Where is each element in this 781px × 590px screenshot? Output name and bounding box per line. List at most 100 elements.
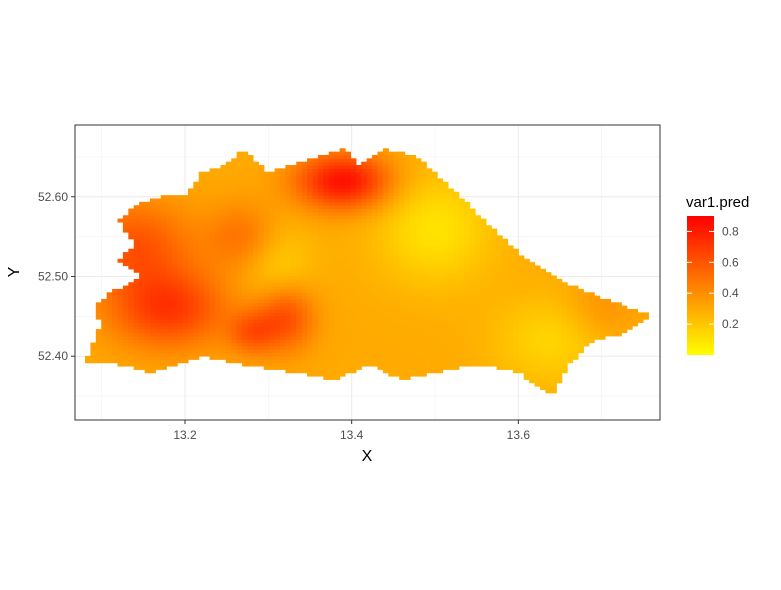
heat-cell — [626, 322, 633, 327]
heat-cell — [252, 329, 259, 334]
heat-cell — [345, 161, 352, 166]
heat-cell — [323, 345, 330, 350]
heat-cell — [231, 185, 238, 190]
heat-cell — [155, 268, 162, 273]
heat-cell — [426, 248, 433, 253]
heat-cell — [469, 285, 476, 290]
heat-cell — [312, 285, 319, 290]
heat-cell — [155, 211, 162, 216]
heat-cell — [242, 309, 249, 313]
heat-cell — [150, 282, 157, 287]
heat-cell — [534, 298, 541, 303]
heat-cell — [355, 319, 362, 324]
heat-cell — [328, 211, 335, 216]
heat-cell — [193, 319, 200, 324]
heat-cell — [415, 369, 422, 374]
heat-cell — [231, 198, 238, 203]
heat-cell — [328, 332, 335, 337]
heat-cell — [317, 188, 324, 193]
heat-cell — [496, 305, 503, 310]
heat-cell — [480, 221, 487, 226]
heat-cell — [323, 288, 330, 293]
heat-cell — [339, 315, 346, 320]
heat-cell — [469, 322, 476, 327]
heat-cell — [198, 288, 205, 293]
heat-cell — [177, 322, 184, 327]
heat-cell — [334, 332, 341, 337]
heat-cell — [133, 265, 140, 270]
heat-cell — [350, 198, 357, 203]
heat-cell — [312, 248, 319, 253]
heat-cell — [377, 231, 384, 236]
heat-cell — [312, 298, 319, 303]
heat-cell — [420, 275, 427, 280]
heat-cell — [540, 302, 547, 307]
heat-cell — [355, 168, 362, 173]
heat-cell — [491, 262, 498, 267]
heat-cell — [345, 178, 352, 183]
heat-cell — [415, 161, 422, 166]
heat-cell — [496, 342, 503, 347]
heat-cell — [507, 315, 514, 320]
heat-cell — [242, 198, 249, 203]
heat-cell — [290, 248, 297, 253]
heat-cell — [285, 352, 292, 357]
heat-cell — [312, 221, 319, 226]
heat-cell — [274, 255, 281, 260]
heat-cell — [382, 185, 389, 190]
heat-cell — [307, 195, 314, 200]
heat-cell — [177, 205, 184, 210]
heat-cell — [209, 218, 216, 223]
heat-cell — [220, 235, 227, 240]
heat-cell — [420, 335, 427, 340]
heat-cell — [366, 245, 373, 250]
heat-cell — [377, 272, 384, 277]
heat-cell — [399, 278, 406, 283]
heat-cell — [280, 319, 287, 324]
heat-cell — [301, 178, 308, 183]
heat-cell — [366, 158, 373, 163]
heat-cell — [426, 215, 433, 220]
heat-cell — [328, 312, 335, 317]
heat-cell — [242, 359, 249, 364]
heat-cell — [469, 305, 476, 310]
heat-cell — [296, 211, 303, 216]
heat-cell — [187, 302, 194, 307]
heat-cell — [307, 231, 314, 236]
heat-cell — [567, 292, 574, 297]
heat-cell — [366, 185, 373, 190]
heat-cell — [399, 225, 406, 230]
heat-cell — [345, 278, 352, 283]
heat-cell — [258, 201, 265, 206]
heat-cell — [502, 339, 509, 344]
heat-cell — [155, 208, 162, 213]
heat-cell — [518, 302, 525, 307]
heat-cell — [404, 315, 411, 320]
heat-cell — [280, 305, 287, 310]
heat-cell — [480, 248, 487, 253]
heat-cell — [258, 275, 265, 280]
heat-cell — [431, 292, 438, 297]
heat-cell — [274, 205, 281, 210]
heat-cell — [458, 332, 465, 337]
heat-cell — [215, 242, 222, 246]
heat-cell — [393, 332, 400, 337]
heat-cell — [128, 349, 135, 354]
heat-cell — [280, 191, 287, 196]
heat-cell — [209, 191, 216, 196]
heat-cell — [225, 201, 232, 206]
heat-cell — [339, 362, 346, 367]
heat-cell — [285, 181, 292, 186]
heat-cell — [139, 329, 146, 334]
heat-cell — [171, 345, 178, 350]
heat-cell — [583, 292, 590, 297]
heat-cell — [204, 315, 211, 320]
heat-cell — [269, 295, 276, 300]
heat-cell — [512, 262, 519, 267]
heat-cell — [426, 325, 433, 330]
heat-cell — [139, 339, 146, 344]
heat-cell — [518, 272, 525, 277]
heat-cell — [567, 342, 574, 347]
heat-cell — [187, 355, 194, 360]
heat-cell — [431, 332, 438, 337]
